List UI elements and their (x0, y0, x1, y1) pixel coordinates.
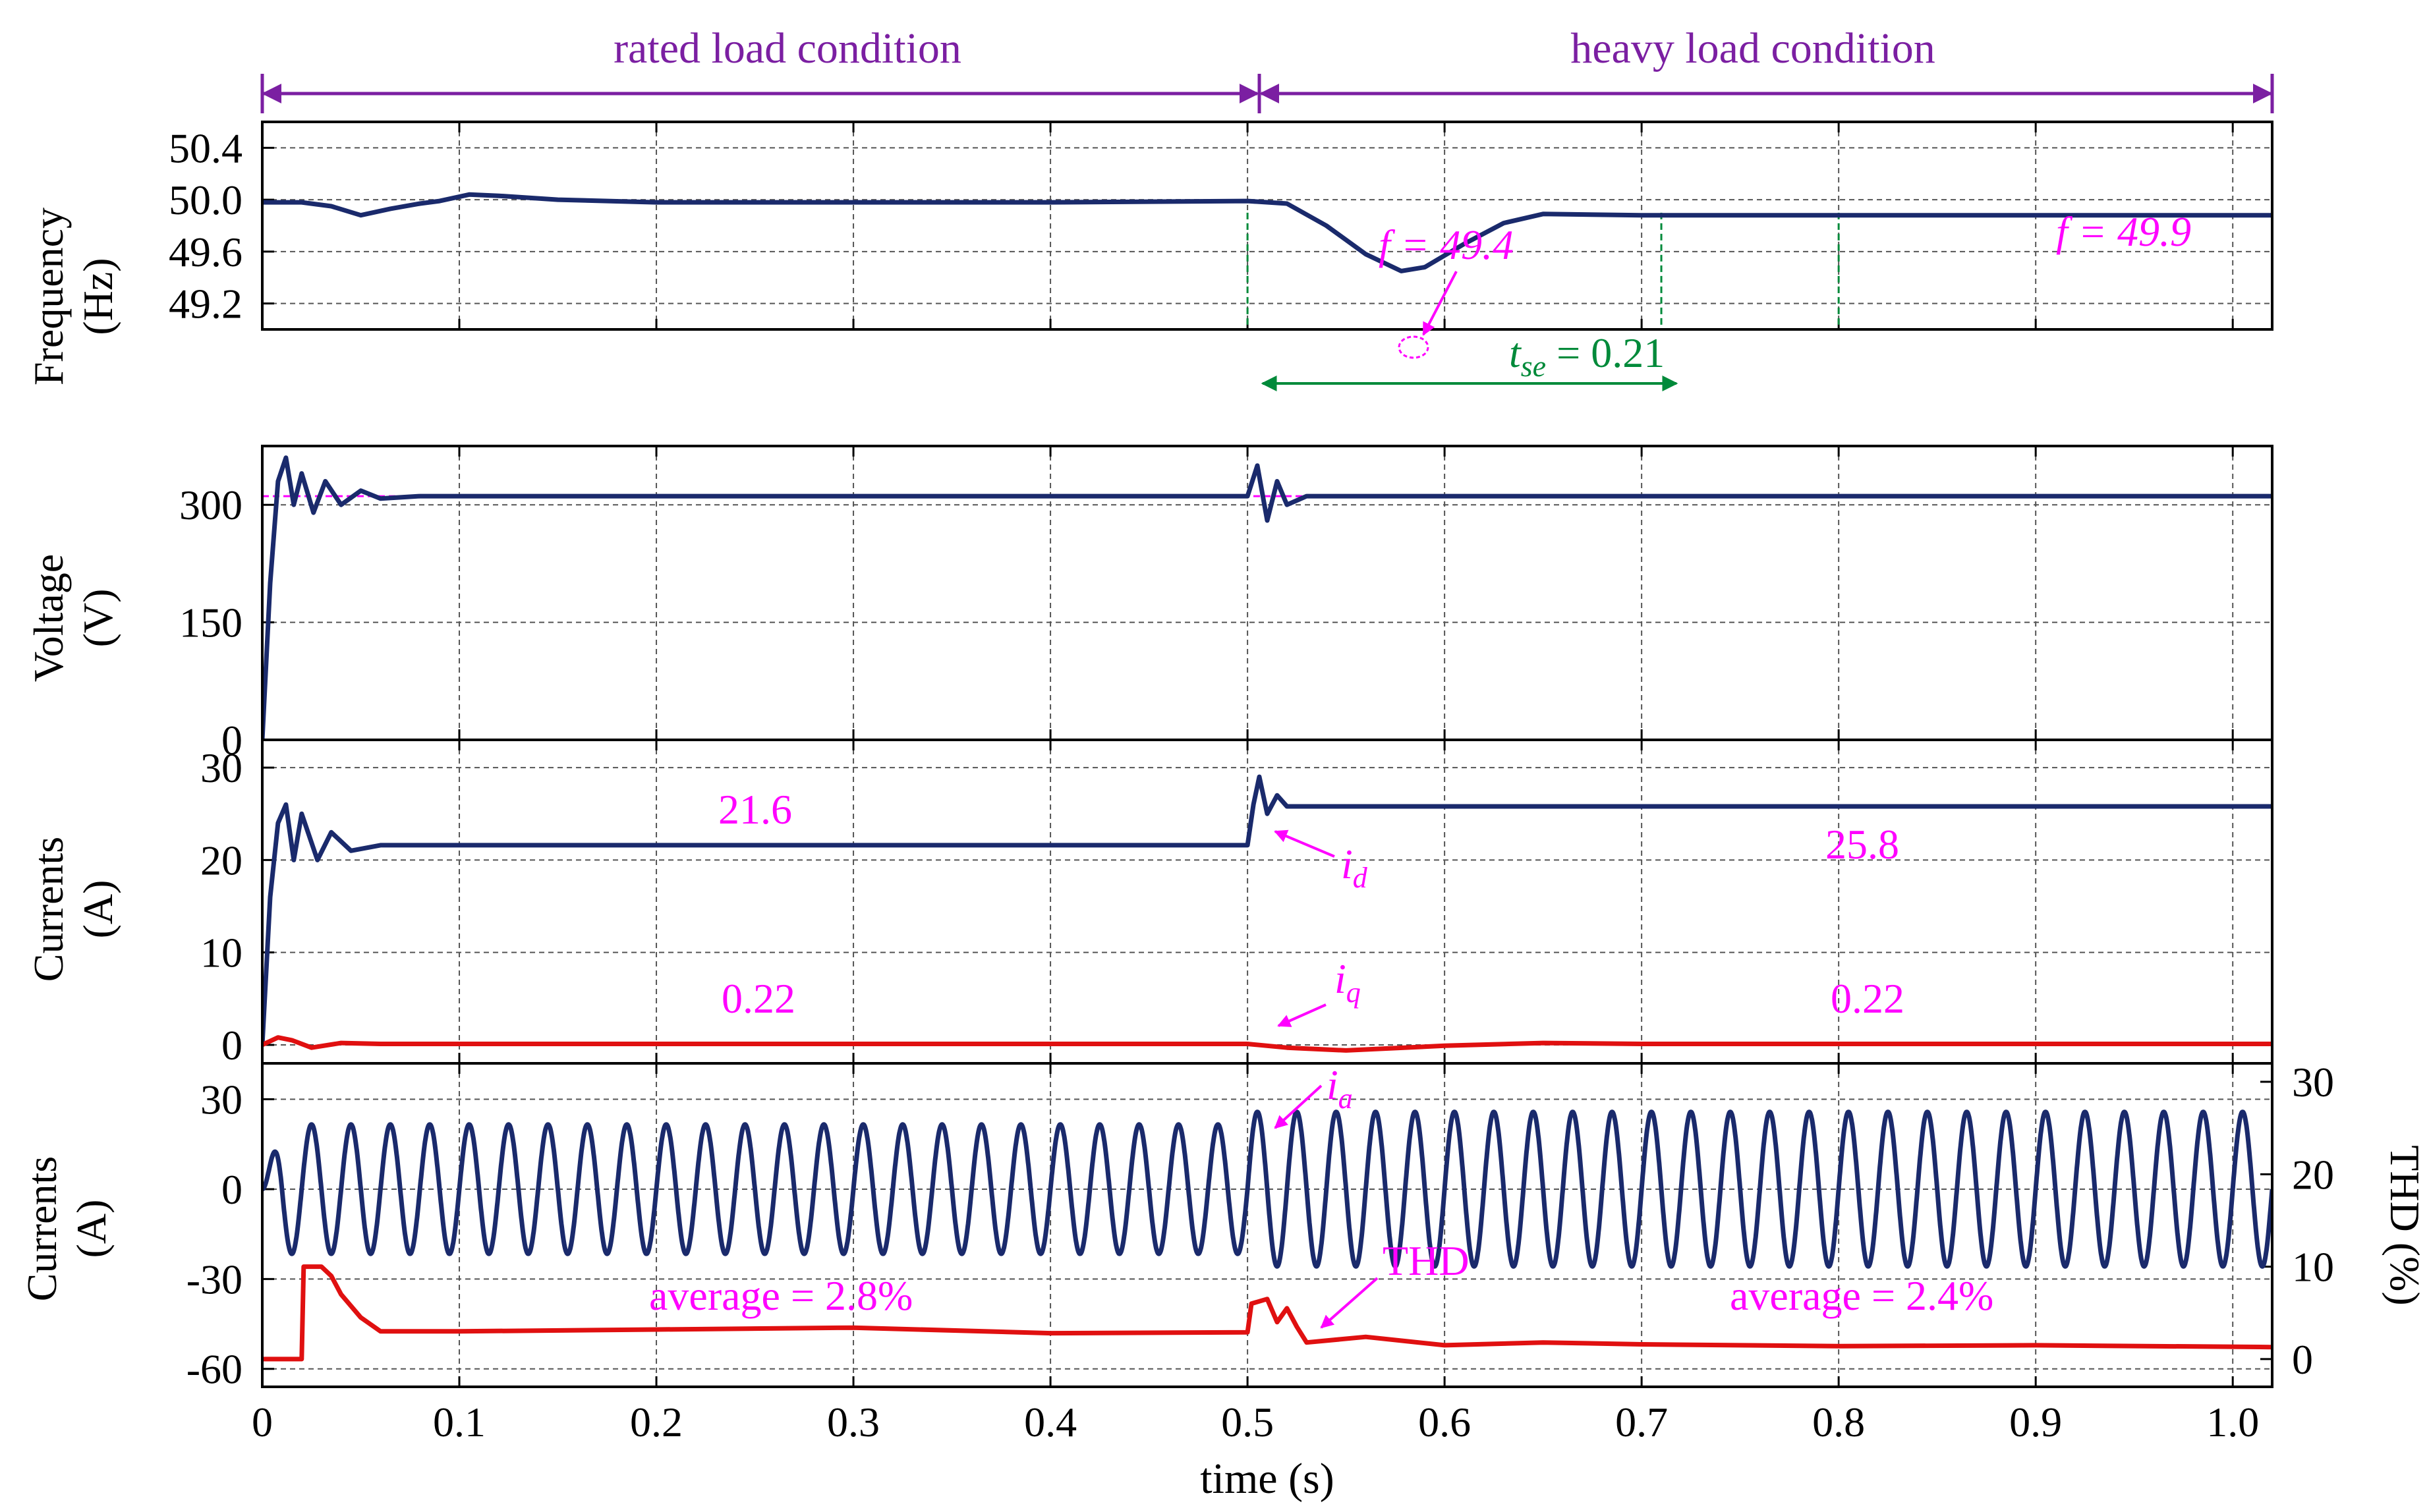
ytick-frequency: 49.2 (169, 281, 243, 327)
annotation-id-arrow (1274, 829, 1335, 858)
ytick-frequency: 50.0 (169, 177, 243, 223)
ytick-currents_dq: 30 (200, 744, 243, 791)
annotation-f-final: f = 49.9 (2056, 208, 2191, 255)
frequency-ylabel-line1: Frequency (25, 208, 72, 385)
annotation-id-heavy: 25.8 (1825, 821, 1899, 868)
annotation-thd-avg-heavy: average = 2.4% (1730, 1272, 1993, 1319)
annotation-settling-value: = 0.21 (1546, 329, 1665, 376)
annotation-ia-label: ia (1327, 1061, 1353, 1115)
ytick-currents_thd: 0 (221, 1166, 243, 1213)
annotation-settling-t: t (1509, 329, 1522, 376)
xtick-label: 0.4 (1024, 1399, 1077, 1445)
annotation-id-rated: 21.6 (718, 786, 792, 833)
ytick-voltage: 300 (179, 482, 243, 528)
frequency-ylabel: Frequency (Hz) (25, 208, 121, 385)
panel-currents_dq-bg (262, 740, 2272, 1063)
series-group-currents_dq (262, 774, 2272, 1053)
ytick-right-currents_thd: 0 (2292, 1336, 2313, 1383)
series-voltage-v (262, 455, 2272, 740)
annotation-id-label: id (1341, 841, 1368, 894)
annotation-f-min-arrow (1422, 271, 1458, 336)
panel-voltage-bg (262, 446, 2272, 740)
ytick-frequency: 50.4 (169, 125, 243, 171)
annotation-thd-label: THD (1383, 1237, 1470, 1284)
region-header: rated load condition heavy load conditio… (260, 24, 2274, 113)
currents-dq-ylabel-line1: Currents (25, 837, 72, 982)
series-group-voltage (262, 455, 2272, 740)
ytick-right-currents_thd: 20 (2292, 1151, 2334, 1198)
annotation-thd-avg-rated: average = 2.8% (649, 1272, 913, 1319)
ytick-currents_dq: 20 (200, 837, 243, 883)
region-label-heavy: heavy load condition (1570, 24, 1935, 72)
ytick-currents_thd: -60 (186, 1346, 243, 1393)
xtick-label: 1.0 (2206, 1399, 2259, 1445)
panel-voltage: 300 150 0 (179, 445, 2273, 764)
ytick-right-currents_thd: 30 (2292, 1059, 2334, 1106)
currents-dq-ylabel-line2: (A) (74, 880, 121, 939)
annotation-iq-arrow (1277, 1003, 1327, 1027)
panels: 50.450.049.649.230015003020100300-30-603… (169, 121, 2334, 1445)
panel-currents_thd-bg (262, 1063, 2272, 1387)
frequency-ylabel-line2: (Hz) (74, 258, 121, 335)
x-axis-label: time (s) (1200, 1455, 1334, 1503)
annotation-iq-i: i (1334, 955, 1346, 1002)
annotation-ia-sub: a (1338, 1082, 1353, 1115)
xtick-label: 0.7 (1615, 1399, 1668, 1445)
xtick-label: 0.8 (1812, 1399, 1865, 1445)
region-label-rated: rated load condition (614, 24, 961, 72)
currents-dq-ylabel: Currents (A) (25, 837, 121, 982)
annotation-settling-time: tse = 0.21 (1509, 329, 1665, 383)
annotation-f-min-circle (1398, 335, 1429, 359)
currents-thd-ylabel-line1: Currents (18, 1156, 65, 1301)
annotation-f-min: f = 49.4 (1379, 221, 1514, 268)
xtick-label: 0.9 (2009, 1399, 2062, 1445)
panel-frequency: 50.4 50.0 49.6 49.2 (169, 121, 2273, 331)
voltage-ylabel-line1: Voltage (25, 554, 72, 682)
panel-frequency-bg (262, 122, 2272, 329)
ytick-voltage: 0 (221, 717, 243, 764)
currents-thd-ylabel: Currents (A) (18, 1156, 115, 1301)
panel-currents_thd-frame (261, 1062, 2273, 1388)
annotation-iq-heavy: 0.22 (1831, 975, 1904, 1022)
xtick-label: 0.2 (630, 1399, 683, 1445)
thd-right-ylabel: THD (%) (2382, 1145, 2428, 1305)
annotation-iq-label: iq (1334, 955, 1361, 1009)
ytick-currents_dq: 0 (221, 1022, 243, 1069)
series-currents_thd-i_a (262, 1109, 2272, 1269)
annotation-settling-sub: se (1521, 349, 1546, 383)
panel-frequency-frame (261, 121, 2273, 331)
ytick-voltage: 150 (179, 600, 243, 646)
panel-currents_dq: 30 20 10 0 (200, 739, 2273, 1069)
voltage-ylabel-line2: (V) (74, 589, 121, 648)
ytick-frequency: 49.6 (169, 229, 243, 275)
ytick-right-currents_thd: 10 (2292, 1244, 2334, 1291)
ytick-currents_dq: 10 (200, 930, 243, 976)
series-currents_thd-THD (262, 1264, 2272, 1362)
voltage-ylabel: Voltage (V) (25, 554, 121, 682)
annotation-iq-rated: 0.22 (722, 975, 795, 1022)
annotation-id-sub: d (1353, 862, 1368, 894)
series-group-frequency (262, 192, 2272, 329)
series-frequency-f (262, 192, 2272, 273)
xtick-label: 0.6 (1418, 1399, 1471, 1445)
annotations: f = 49.4 f = 49.9 tse = 0.21 21.6 25.8 0… (649, 208, 2191, 1329)
annotation-ia-arrow (1274, 1084, 1323, 1129)
series-currents_dq-i_q (262, 1035, 2272, 1053)
xtick-label: 0 (252, 1399, 273, 1445)
ytick-currents_thd: 30 (200, 1077, 243, 1123)
ytick-currents_thd: -30 (186, 1256, 243, 1302)
series-currents_dq-i_d (262, 774, 2272, 1046)
currents-thd-ylabel-line2: (A) (68, 1200, 115, 1258)
annotation-thd-arrow (1320, 1277, 1379, 1329)
panel-currents_thd: 30 0 -30 -60 30 20 10 0 (186, 1059, 2334, 1393)
series-group-currents_thd (262, 1109, 2272, 1362)
annotation-id-i: i (1341, 841, 1353, 887)
annotation-iq-sub: q (1346, 976, 1361, 1009)
xtick-label: 0.5 (1221, 1399, 1274, 1445)
xtick-label: 0.3 (827, 1399, 880, 1445)
annotation-ia-i: i (1327, 1061, 1338, 1108)
xtick-label: 0.1 (433, 1399, 486, 1445)
